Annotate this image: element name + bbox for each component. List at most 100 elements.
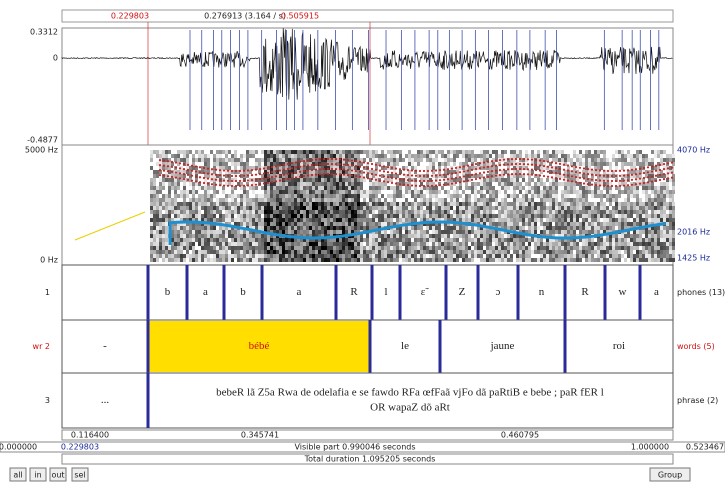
formant [247, 174, 249, 176]
spectro-cell [447, 230, 450, 234]
spectro-cell [150, 198, 153, 202]
spectro-cell [462, 246, 465, 250]
spectro-cell [234, 198, 237, 202]
spectro-cell [492, 214, 495, 218]
spectro-cell [666, 182, 669, 186]
spectro-cell [540, 242, 543, 246]
spectro-cell [336, 258, 339, 262]
spectro-cell [462, 190, 465, 194]
spectro-cell [246, 222, 249, 226]
spectro-cell [219, 218, 222, 222]
spectro-cell [303, 206, 306, 210]
spectro-cell [156, 186, 159, 190]
spectro-cell [306, 182, 309, 186]
spectro-cell [426, 198, 429, 202]
spectro-cell [291, 202, 294, 206]
spectro-cell [387, 222, 390, 226]
spectro-cell [567, 246, 570, 250]
spectro-cell [432, 206, 435, 210]
spectro-cell [369, 222, 372, 226]
spectro-cell [591, 226, 594, 230]
spectro-cell [639, 198, 642, 202]
formant [179, 177, 181, 179]
spectro-cell [270, 238, 273, 242]
spectro-cell [357, 206, 360, 210]
spectro-cell [315, 214, 318, 218]
formant [163, 170, 165, 172]
spectro-cell [477, 214, 480, 218]
spectro-cell [597, 154, 600, 158]
spectro-cell [288, 238, 291, 242]
spectro-cell [477, 182, 480, 186]
spectro-cell [438, 250, 441, 254]
spectro-cell [240, 210, 243, 214]
button-label[interactable]: out [51, 471, 64, 480]
spectro-cell [390, 230, 393, 234]
spectro-cell [612, 206, 615, 210]
spectro-cell [660, 230, 663, 234]
spectro-cell [228, 242, 231, 246]
spectro-cell [168, 182, 171, 186]
spectro-cell [492, 254, 495, 258]
spectro-cell [420, 214, 423, 218]
spectro-cell [306, 214, 309, 218]
formant [359, 171, 361, 173]
spectro-cell [258, 206, 261, 210]
spectro-cell [405, 198, 408, 202]
spectro-cell [600, 166, 603, 170]
spectro-cell [666, 250, 669, 254]
spectro-cell [522, 198, 525, 202]
spectro-cell [213, 226, 216, 230]
spectro-cell [546, 230, 549, 234]
spectro-cell [597, 186, 600, 190]
spectro-cell [441, 246, 444, 250]
formant [555, 162, 557, 164]
spectro-cell [327, 226, 330, 230]
spectro-cell [585, 198, 588, 202]
spectro-cell [645, 218, 648, 222]
spectro-cell [483, 206, 486, 210]
formant [187, 179, 189, 181]
spectro-cell [549, 254, 552, 258]
spectro-cell [216, 158, 219, 162]
spectro-cell [627, 214, 630, 218]
spectro-cell [318, 150, 321, 154]
spectro-cell [180, 150, 183, 154]
spectro-cell [264, 206, 267, 210]
spectro-cell [501, 254, 504, 258]
spectro-cell [555, 226, 558, 230]
spectro-cell [270, 250, 273, 254]
formant [427, 170, 429, 172]
button-label[interactable]: all [13, 471, 22, 480]
formant [451, 182, 453, 184]
spectro-cell [420, 254, 423, 258]
formant [367, 172, 369, 174]
spectro-cell [363, 250, 366, 254]
spectro-cell [663, 194, 666, 198]
spectro-cell [369, 226, 372, 230]
spectro-cell [630, 258, 633, 262]
formant [415, 175, 417, 177]
formant [483, 161, 485, 163]
spectro-cell [645, 238, 648, 242]
spectro-cell [615, 198, 618, 202]
spectro-cell [159, 230, 162, 234]
formant [251, 184, 253, 186]
spectro-cell [405, 214, 408, 218]
spectro-cell [510, 178, 513, 182]
spectro-cell [327, 246, 330, 250]
spectro-cell [432, 230, 435, 234]
spectro-cell [576, 190, 579, 194]
spectro-cell [225, 258, 228, 262]
spectro-cell [402, 202, 405, 206]
spectro-cell [273, 222, 276, 226]
spectro-cell [330, 198, 333, 202]
spectro-cell [165, 198, 168, 202]
spectro-cell [261, 254, 264, 258]
button-label[interactable]: sel [74, 471, 85, 480]
button-label[interactable]: in [34, 471, 41, 480]
formant [223, 184, 225, 186]
formant [443, 184, 445, 186]
spectro-cell [519, 206, 522, 210]
button-label[interactable]: Group [658, 471, 682, 480]
